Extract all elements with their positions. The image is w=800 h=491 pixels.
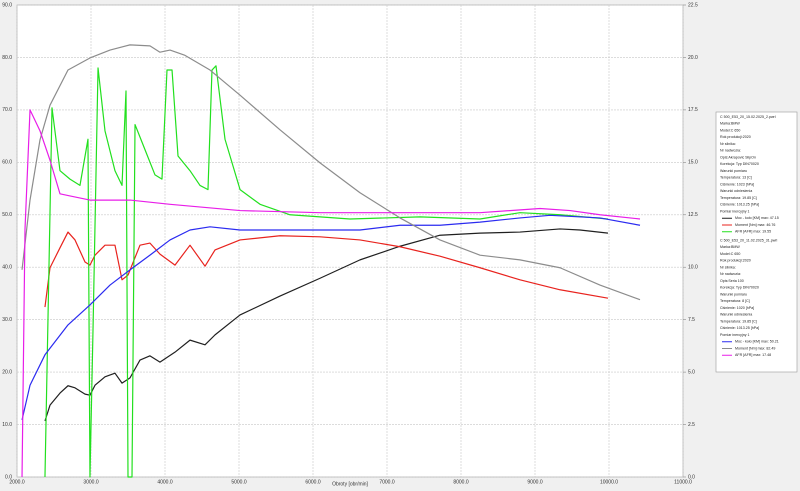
panel-text: Marka:BMW: [720, 122, 740, 126]
legend-panel: [715, 111, 798, 373]
y2-tick-label: 17.5: [688, 107, 698, 113]
y-tick-label: 10.0: [2, 422, 12, 428]
panel-text: C 500_E53_20_11.02.2025_31.pwrl: [720, 238, 777, 242]
series-line: [21, 44, 641, 301]
y-tick-label: 40.0: [2, 265, 12, 271]
panel-text: Pomiar inercyjny 1: [720, 209, 750, 213]
panel-text: Rok produkcji:2020: [720, 259, 751, 263]
y-tick-label: 0.0: [5, 474, 12, 480]
y2-tick-label: 5.0: [688, 369, 695, 375]
panel-text: Temperatura: 19.85 [C]: [720, 196, 757, 200]
x-tick-label: 5000.0: [231, 479, 247, 485]
x-tick-label: 3000.0: [83, 479, 99, 485]
y2-tick-label: 20.0: [688, 55, 698, 61]
x-axis-label: Obroty [obr/min]: [332, 481, 368, 487]
panel-text: Rok produkcji:2020: [720, 135, 751, 139]
panel-text: Warunki pomiaru: [720, 292, 747, 296]
x-tick-label: 4000.0: [157, 479, 173, 485]
series-line: [21, 214, 641, 420]
y2-tick-label: 15.0: [688, 160, 698, 166]
y2-tick-label: 0.0: [688, 474, 695, 480]
panel-text: Opis:Seria 100: [720, 279, 744, 283]
panel-text: Warunki odniesienia: [720, 189, 752, 193]
y2-tick-label: 22.5: [688, 2, 698, 8]
y2-tick-label: 12.5: [688, 212, 698, 218]
y-tick-label: 80.0: [2, 55, 12, 61]
panel-text: Model:C 650: [720, 128, 740, 132]
y2-tick-label: 10.0: [688, 265, 698, 271]
panel-text: Nr nadwozia:: [720, 149, 741, 153]
y-tick-label: 20.0: [2, 369, 12, 375]
y2-tick-label: 7.5: [688, 317, 695, 323]
legend-label: Moment [Nm] max: 82.49: [735, 346, 775, 350]
panel-text: Ciśnienie: 1013.25 [hPa]: [720, 203, 759, 207]
panel-text: Nr silnika:: [720, 142, 736, 146]
y-tick-label: 60.0: [2, 160, 12, 166]
panel-text: Temperatura: 13 [C]: [720, 176, 752, 180]
x-tick-label: 9000.0: [527, 479, 543, 485]
series-line: [44, 228, 609, 422]
panel-text: Opis:Akrapovic SlipOn: [720, 155, 756, 159]
series-line: [44, 65, 609, 478]
panel-text: Marka:BMW: [720, 245, 740, 249]
x-tick-label: 2000.0: [9, 479, 25, 485]
y-tick-label: 90.0: [2, 2, 12, 8]
panel-text: Warunki pomiaru: [720, 169, 747, 173]
panel-text: Temperatura: 8 [C]: [720, 299, 750, 303]
panel-text: Ciśnienie: 1013.25 [hPa]: [720, 326, 759, 330]
panel-text: C 500_E53_20_15.02.2025_2.pwrl: [720, 115, 776, 119]
legend-label: Moc - koło [KM] max: 50.21: [735, 340, 779, 344]
x-tick-label: 11000.0: [674, 479, 692, 485]
panel-text: Korekcja: Typ DIN70020: [720, 162, 759, 166]
x-tick-label: 10000.0: [600, 479, 618, 485]
x-tick-label: 7000.0: [379, 479, 395, 485]
y2-tick-label: 2.5: [688, 422, 695, 428]
legend-label: AFR [AFR] max: 19.55: [735, 230, 771, 234]
panel-text: Model:C 650: [720, 252, 740, 256]
panel-text: Nr silnika:: [720, 265, 736, 269]
legend-label: AFR [AFR] max: 17.48: [735, 353, 771, 357]
legend-label: Moc - koło [KM] max: 47.15: [735, 216, 779, 220]
y-tick-label: 50.0: [2, 212, 12, 218]
panel-text: Nr nadwozia:: [720, 272, 741, 276]
series-line: [21, 109, 641, 478]
x-tick-label: 6000.0: [305, 479, 321, 485]
plot-area: [16, 4, 684, 478]
panel-text: Pomiar inercyjny 1: [720, 333, 750, 337]
legend-label: Moment [Nm] max: 46.76: [735, 223, 775, 227]
panel-text: Warunki odniesienia: [720, 313, 752, 317]
x-tick-label: 8000.0: [453, 479, 469, 485]
panel-text: Ciśnienie: 1023 [hPa]: [720, 182, 754, 186]
series-line: [44, 231, 609, 308]
y-tick-label: 30.0: [2, 317, 12, 323]
panel-text: Ciśnienie: 1020 [hPa]: [720, 306, 754, 310]
panel-text: Korekcja: Typ DIN70020: [720, 286, 759, 290]
y-tick-label: 70.0: [2, 107, 12, 113]
panel-text: Temperatura: 19.85 [C]: [720, 319, 757, 323]
